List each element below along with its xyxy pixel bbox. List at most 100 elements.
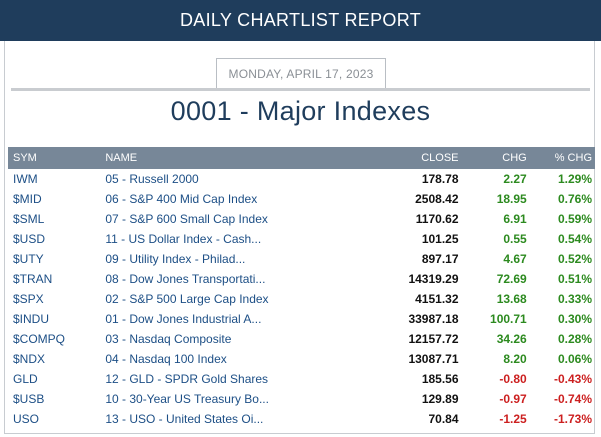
chart-name-link[interactable]: 03 - Nasdaq Composite xyxy=(105,332,232,346)
change-cell: 8.20 xyxy=(503,352,527,366)
report-title: DAILY CHARTLIST REPORT xyxy=(179,10,421,30)
name-cell: 05 - Russell 2000 xyxy=(105,169,341,189)
chart-name-link[interactable]: 07 - S&P 600 Small Cap Index xyxy=(105,212,268,226)
name-cell: 12 - GLD - SPDR Gold Shares xyxy=(105,369,341,389)
chart-name-link[interactable]: 02 - S&P 500 Large Cap Index xyxy=(105,292,269,306)
table-row[interactable]: $TRAN 08 - Dow Jones Transportati... 14319… xyxy=(8,269,595,289)
report-frame xyxy=(4,41,595,434)
table-row[interactable]: USO 13 - USO - United States Oi... 70.84 -1… xyxy=(8,409,595,429)
close-cell: 101.25 xyxy=(421,232,459,246)
percent-change-cell: 0.30% xyxy=(557,312,592,326)
table-row[interactable]: $NDX 04 - Nasdaq 100 Index 13087.71 8.20 0.0… xyxy=(8,349,595,369)
close-cell: 178.78 xyxy=(421,172,459,186)
chart-name-link[interactable]: 11 - US Dollar Index - Cash... xyxy=(105,232,262,246)
chart-name-link[interactable]: 10 - 30-Year US Treasury Bo... xyxy=(105,392,269,406)
symbol-cell: $USD xyxy=(8,229,105,249)
percent-change-cell: -0.74% xyxy=(553,392,592,406)
report-date-box: MONDAY, APRIL 17, 2023 xyxy=(216,58,386,88)
symbol-cell: USO xyxy=(8,409,105,429)
name-cell: 13 - USO - United States Oi... xyxy=(105,409,341,429)
symbol-link[interactable]: $SML xyxy=(13,212,45,226)
chart-name-link[interactable]: 08 - Dow Jones Transportati... xyxy=(105,272,266,286)
symbol-link[interactable]: IWM xyxy=(13,172,38,186)
close-cell: 2508.42 xyxy=(415,192,459,206)
chart-name-link[interactable]: 04 - Nasdaq 100 Index xyxy=(105,352,227,366)
close-cell: 129.89 xyxy=(421,392,459,406)
symbol-cell: GLD xyxy=(8,369,105,389)
symbol-cell: $MID xyxy=(8,189,105,209)
symbol-link[interactable]: $UTY xyxy=(13,252,44,266)
percent-change-cell: 0.33% xyxy=(557,292,592,306)
column-header-pct-chg[interactable]: % CHG xyxy=(554,152,592,164)
symbol-link[interactable]: $NDX xyxy=(13,352,46,366)
symbol-link[interactable]: $USB xyxy=(13,392,45,406)
chart-name-link[interactable]: 12 - GLD - SPDR Gold Shares xyxy=(105,372,269,386)
table-row[interactable]: GLD 12 - GLD - SPDR Gold Shares 185.56 -0.8… xyxy=(8,369,595,389)
change-cell: -0.97 xyxy=(499,392,527,406)
change-cell: 72.69 xyxy=(496,272,527,286)
table-row[interactable]: $USB 10 - 30-Year US Treasury Bo... 129.89… xyxy=(8,389,595,409)
name-cell: 11 - US Dollar Index - Cash... xyxy=(105,229,341,249)
name-cell: 01 - Dow Jones Industrial A... xyxy=(105,309,341,329)
close-cell: 13087.71 xyxy=(408,352,459,366)
chart-name-link[interactable]: 05 - Russell 2000 xyxy=(105,172,199,186)
chartlist-table: SYM NAME CLOSE CHG % CHG IWM 05 - Russell… xyxy=(8,147,595,429)
close-cell: 897.17 xyxy=(421,252,459,266)
symbol-link[interactable]: $USD xyxy=(13,232,46,246)
symbol-link[interactable]: $INDU xyxy=(13,312,50,326)
symbol-link[interactable]: GLD xyxy=(13,372,38,386)
column-header-chg[interactable]: CHG xyxy=(502,152,527,164)
name-cell: 07 - S&P 600 Small Cap Index xyxy=(105,209,341,229)
symbol-cell: $USB xyxy=(8,389,105,409)
table-row[interactable]: $COMPQ 03 - Nasdaq Composite 12157.72 34.26… xyxy=(8,329,595,349)
symbol-link[interactable]: $COMPQ xyxy=(13,332,66,346)
table-row[interactable]: $USD 11 - US Dollar Index - Cash... 101.25… xyxy=(8,229,595,249)
symbol-link[interactable]: $MID xyxy=(13,192,42,206)
symbol-link[interactable]: $SPX xyxy=(13,292,44,306)
chart-name-link[interactable]: 06 - S&P 400 Mid Cap Index xyxy=(105,192,258,206)
name-cell: 02 - S&P 500 Large Cap Index xyxy=(105,289,341,309)
table-row[interactable]: $MID 06 - S&P 400 Mid Cap Index 2508.42 18.… xyxy=(8,189,595,209)
symbol-link[interactable]: $TRAN xyxy=(13,272,53,286)
report-header-bar: DAILY CHARTLIST REPORT xyxy=(0,0,601,41)
symbol-cell: IWM xyxy=(8,169,105,189)
close-cell: 12157.72 xyxy=(408,332,459,346)
close-cell: 185.56 xyxy=(421,372,459,386)
symbol-cell: $SPX xyxy=(8,289,105,309)
change-cell: 34.26 xyxy=(496,332,527,346)
close-cell: 14319.29 xyxy=(408,272,459,286)
name-cell: 08 - Dow Jones Transportati... xyxy=(105,269,341,289)
symbol-cell: $COMPQ xyxy=(8,329,105,349)
change-cell: 6.91 xyxy=(503,212,527,226)
change-cell: 2.27 xyxy=(503,172,527,186)
symbol-cell: $UTY xyxy=(8,249,105,269)
table-row[interactable]: IWM 05 - Russell 2000 178.78 2.27 1.29% xyxy=(8,169,595,189)
chart-name-link[interactable]: 09 - Utility Index - Philad... xyxy=(105,252,246,266)
chart-name-link[interactable]: 01 - Dow Jones Industrial A... xyxy=(105,312,262,326)
close-cell: 70.84 xyxy=(428,412,459,426)
percent-change-cell: 0.06% xyxy=(557,352,592,366)
symbol-link[interactable]: USO xyxy=(13,412,40,426)
column-header-name[interactable]: NAME xyxy=(105,152,138,164)
table-row[interactable]: $UTY 09 - Utility Index - Philad... 897.17… xyxy=(8,249,595,269)
symbol-cell: $NDX xyxy=(8,349,105,369)
name-cell: 03 - Nasdaq Composite xyxy=(105,329,341,349)
symbol-cell: $TRAN xyxy=(8,269,105,289)
percent-change-cell: 0.54% xyxy=(557,232,592,246)
percent-change-cell: 0.76% xyxy=(557,192,592,206)
table-row[interactable]: $INDU 01 - Dow Jones Industrial A... 33987… xyxy=(8,309,595,329)
percent-change-cell: -1.73% xyxy=(553,412,592,426)
table-row[interactable]: $SPX 02 - S&P 500 Large Cap Index 4151.32 1… xyxy=(8,289,595,309)
column-header-close[interactable]: CLOSE xyxy=(421,152,459,164)
percent-change-cell: 0.28% xyxy=(557,332,592,346)
column-header-sym[interactable]: SYM xyxy=(13,152,37,164)
symbol-cell: $INDU xyxy=(8,309,105,329)
table-row[interactable]: $SML 07 - S&P 600 Small Cap Index 1170.62 6… xyxy=(8,209,595,229)
change-cell: -0.80 xyxy=(499,372,527,386)
report-date: MONDAY, APRIL 17, 2023 xyxy=(228,66,374,81)
header-divider xyxy=(11,88,590,91)
close-cell: 33987.18 xyxy=(408,312,459,326)
close-cell: 1170.62 xyxy=(415,212,459,226)
change-cell: 0.55 xyxy=(503,232,527,246)
chart-name-link[interactable]: 13 - USO - United States Oi... xyxy=(105,412,264,426)
